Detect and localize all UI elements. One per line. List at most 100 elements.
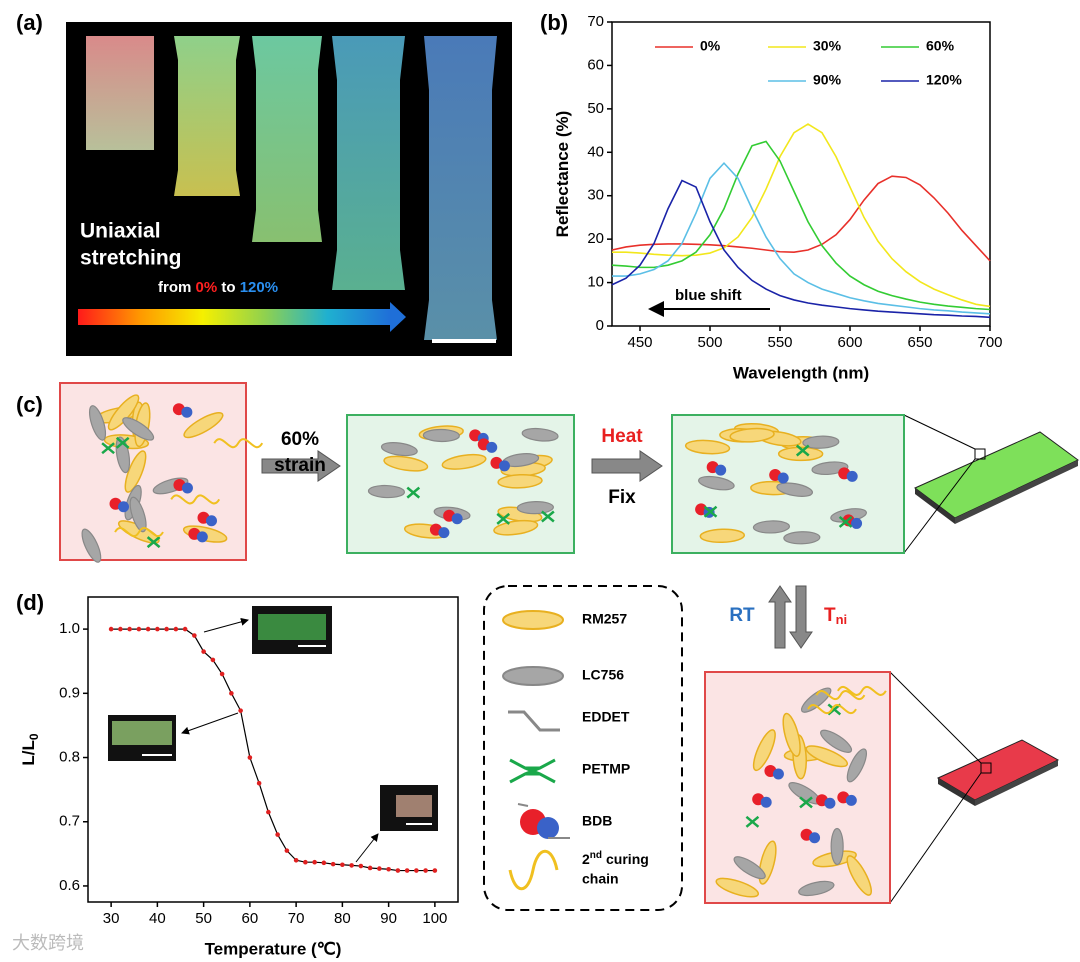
bdb [205, 515, 217, 527]
bdb [760, 796, 772, 808]
legend-item: LC756 [582, 667, 624, 683]
crosslinker [703, 505, 718, 518]
x-axis-label: Temperature (℃) [205, 939, 342, 958]
annotation: blue shift [675, 287, 742, 304]
data-point [164, 626, 169, 632]
mesogen [729, 427, 775, 443]
text-part: Reflectance (%) [553, 111, 572, 238]
series-line [612, 161, 991, 315]
y-tick-label: 0.7 [59, 813, 80, 830]
watermark: 大数跨境 [12, 933, 84, 953]
x-axis-label: Wavelength (nm) [733, 363, 869, 382]
mesogen [124, 450, 147, 493]
x-tick-label: 80 [334, 910, 351, 927]
y-tick-label: 20 [587, 230, 604, 247]
data-point [330, 861, 336, 867]
series-line [611, 140, 991, 311]
data-point [182, 626, 188, 632]
data-point [210, 657, 216, 663]
data-point [229, 691, 234, 696]
photo-text: Uniaxial [80, 220, 161, 243]
bdb [181, 406, 193, 418]
photo-text: from 0% to 120% [158, 279, 278, 296]
legend-item: 2nd curing [582, 850, 649, 867]
x-tick-label: 50 [195, 910, 212, 927]
data-point [367, 865, 373, 871]
mesogen [800, 687, 832, 713]
mesogen [752, 520, 791, 534]
legend-label: 120% [926, 72, 962, 88]
data-point [173, 626, 179, 632]
text-part: T [824, 605, 836, 626]
plot-frame [611, 21, 991, 327]
chart: 450 500 550 600 650 700 0 10 20 30 40 50 60 70 Wavelen… [553, 13, 1002, 383]
bdb [777, 472, 789, 484]
mesogen [802, 435, 840, 449]
data-point [275, 832, 280, 837]
inset-photo [108, 606, 438, 863]
data-point [136, 626, 142, 632]
panel-label: (d) [16, 590, 44, 615]
data-point [145, 626, 151, 632]
plot-frame [87, 596, 459, 903]
text-part: to [221, 279, 235, 296]
bdb [809, 832, 821, 844]
data-point [358, 863, 364, 869]
data-point [127, 626, 132, 632]
mesogen [684, 439, 731, 455]
panel-label: (b) [540, 10, 568, 35]
data-point [247, 755, 253, 760]
bdb [438, 527, 450, 539]
legend-item: RM257 [582, 611, 627, 627]
text-part: ni [836, 612, 848, 627]
text-part: nd [590, 850, 602, 861]
photo-text: stretching [80, 247, 182, 270]
film-slab [889, 414, 1079, 904]
curing-chain [815, 690, 866, 701]
x-tick-label: 550 [767, 334, 792, 351]
mesogen [183, 412, 224, 439]
mesogen [88, 405, 107, 441]
bdb [851, 517, 863, 529]
step-text: RT [729, 605, 755, 626]
data-point [349, 863, 354, 868]
crosslinker [795, 444, 810, 457]
x-tick-label: 60 [242, 910, 259, 927]
bdb [451, 513, 463, 525]
x-tick-label: 30 [103, 910, 120, 927]
x-tick-label: 100 [422, 910, 447, 927]
crosslinker [496, 512, 511, 525]
x-tick-label: 700 [977, 334, 1002, 351]
panel-label: (a) [16, 10, 43, 35]
crosslinker [115, 436, 130, 449]
mesogen [380, 442, 418, 457]
data-point [284, 848, 290, 853]
data-point [404, 868, 410, 873]
mesogen [830, 827, 844, 866]
crosslinker [406, 486, 421, 499]
mesogen [383, 455, 429, 472]
x-tick-label: 500 [697, 334, 722, 351]
series-line [611, 175, 991, 262]
crosslinker [541, 510, 555, 523]
bdb [846, 470, 858, 482]
legend-label: 30% [813, 38, 842, 54]
data-point [340, 862, 345, 868]
bdb [196, 531, 208, 543]
mesogen [493, 519, 539, 536]
curing-chain [807, 704, 857, 715]
bdb [845, 794, 857, 806]
panel-label: (c) [16, 392, 43, 417]
x-tick-label: 450 [627, 334, 652, 351]
molecule-box [59, 382, 264, 563]
data-point [414, 868, 419, 873]
mesogen [733, 856, 766, 880]
bdb [772, 768, 784, 780]
step-text: Tni [824, 605, 847, 627]
text-part: 0% [196, 279, 218, 296]
step-text: Fix [608, 487, 636, 508]
process-arrows [261, 450, 813, 649]
series-line [612, 123, 991, 308]
mesogen [521, 427, 559, 442]
series-line [611, 179, 991, 319]
